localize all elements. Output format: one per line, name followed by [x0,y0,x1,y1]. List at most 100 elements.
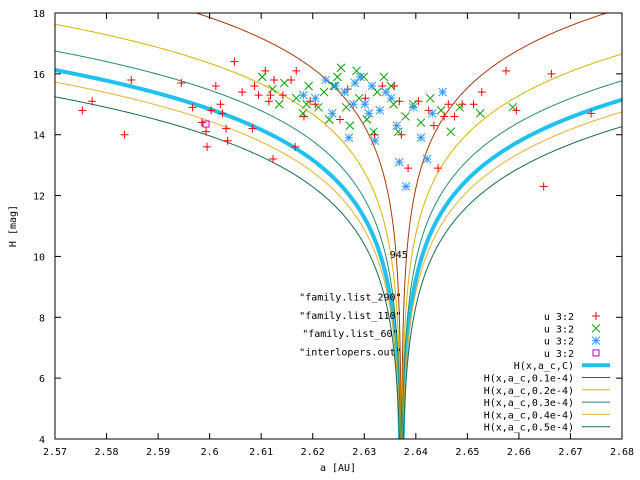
data-point-s0 [266,91,275,100]
data-point-s0 [127,75,136,84]
y-axis-title: H [mag] [8,205,19,247]
data-point-s1 [291,93,301,103]
data-point-s2 [438,87,447,97]
data-point-s1 [319,87,329,97]
data-point-s2 [344,133,354,143]
legend-label: H(x,a_c,C) [514,361,574,372]
data-point-s1 [425,93,435,103]
annotation: "family.list_60" [302,329,398,340]
data-point-s1 [274,99,284,109]
data-point-s1 [336,63,346,73]
legend-marker [592,349,600,357]
data-point-s0 [477,88,486,97]
data-point-s0 [188,103,197,112]
legend-label: u 3:2 [544,312,574,323]
data-point-s0 [502,66,511,75]
data-point-s0 [404,164,413,173]
x-axis-title: a [AU] [320,463,356,474]
data-point-s1 [455,102,464,112]
data-point-s0 [222,124,231,133]
x-tick-label: 2.67 [558,447,582,458]
data-point-s2 [422,154,432,164]
data-point-s0 [207,106,216,115]
y-tick-label: 16 [33,70,45,81]
legend-label: u 3:2 [544,324,574,335]
data-point-s0 [248,124,257,133]
data-point-s0 [78,106,87,115]
legend: u 3:2u 3:2u 3:2u 3:2H(x,a_c,C)H(x,a_c,0.… [484,312,610,434]
curve-1-right [401,13,609,439]
data-point-s0 [361,94,370,103]
legend-label: H(x,a_c,0.4e-4) [484,410,574,421]
data-point-s2 [408,102,418,112]
data-point-s1 [362,115,372,124]
data-point-s1 [333,72,342,82]
data-point-s0 [444,100,453,109]
data-point-s1 [369,127,378,137]
data-point-s2 [367,81,377,91]
y-tick-label: 4 [39,435,45,446]
data-point-s2 [331,81,340,91]
data-point-s1 [446,127,456,137]
plot-frame [54,12,623,440]
x-tick-label: 2.62 [301,447,325,458]
data-point-s0 [269,155,278,164]
data-point-s0 [218,109,227,118]
y-tick-label: 14 [33,131,45,142]
data-point-s0 [203,142,212,151]
data-point-s2 [386,93,396,103]
data-point-s0 [238,88,247,97]
data-point-s1 [372,87,382,97]
data-point-s3 [202,120,210,128]
data-point-s0 [88,97,97,106]
data-point-s0 [292,66,301,75]
data-point-s2 [381,87,391,97]
data-point-s0 [270,75,279,84]
data-point-s2 [401,182,411,191]
legend-label: u 3:2 [544,349,574,360]
data-point-s2 [321,75,330,85]
data-point-s1 [475,109,485,118]
data-point-s1 [268,84,277,94]
curve-5-right [402,126,622,439]
data-point-s2 [360,99,370,109]
annotation: 945 [390,250,408,261]
data-point-s1 [314,102,323,112]
data-point-s1 [257,72,267,82]
x-tick-label: 2.68 [610,447,634,458]
data-point-s2 [427,109,437,118]
data-point-s1 [341,102,351,112]
data-point-s1 [379,72,389,82]
curve-4-right [402,111,622,439]
y-tick-label: 12 [33,192,45,203]
data-point-s0 [539,182,548,191]
data-point-s0 [197,118,206,127]
data-point-s2 [370,136,380,146]
data-point-s0 [211,82,220,91]
y-tick-label: 6 [39,374,45,385]
data-point-s0 [450,112,459,121]
data-point-s2 [392,121,402,130]
data-point-s2 [375,106,385,115]
data-point-s1 [508,102,518,112]
x-tick-label: 2.58 [94,447,118,458]
x-tick-label: 2.6 [201,447,219,458]
data-point-s0 [230,57,239,66]
annotation: "family.list_110" [299,311,401,322]
legend-label: H(x,a_c,0.5e-4) [484,423,574,434]
legend-label: H(x,a_c,0.1e-4) [484,374,574,385]
curve-1-left [194,13,402,439]
data-point-s0 [287,75,296,84]
data-point-s2 [340,87,350,97]
x-tick-label: 2.66 [507,447,531,458]
data-point-s2 [310,93,320,103]
data-point-s1 [302,99,311,109]
y-tick-label: 18 [33,9,45,20]
data-point-s0 [299,112,308,121]
x-tick-label: 2.64 [404,447,428,458]
legend-label: H(x,a_c,0.2e-4) [484,386,574,397]
curve-4-left [55,81,401,439]
annotation: "family.list_290" [299,293,401,304]
data-point-s0 [202,127,211,136]
curve-3-left [55,50,401,439]
